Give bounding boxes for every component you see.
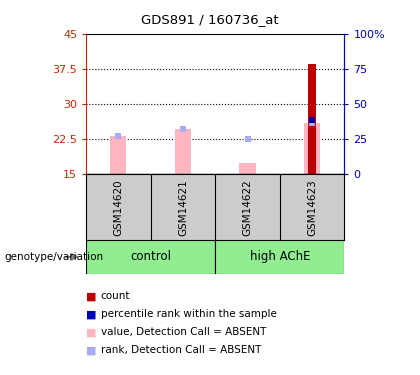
Text: rank, Detection Call = ABSENT: rank, Detection Call = ABSENT xyxy=(101,345,261,355)
Text: GSM14622: GSM14622 xyxy=(242,179,252,236)
Bar xyxy=(175,129,191,174)
Text: GSM14620: GSM14620 xyxy=(113,179,123,236)
Text: GSM14623: GSM14623 xyxy=(307,179,317,236)
Text: ■: ■ xyxy=(86,309,97,319)
Text: count: count xyxy=(101,291,130,301)
Text: ■: ■ xyxy=(86,291,97,301)
Bar xyxy=(308,64,316,174)
Bar xyxy=(304,123,320,174)
Text: high AChE: high AChE xyxy=(249,251,310,263)
Text: genotype/variation: genotype/variation xyxy=(4,252,103,262)
Bar xyxy=(86,240,215,274)
Text: ■: ■ xyxy=(86,345,97,355)
Text: GSM14621: GSM14621 xyxy=(178,179,188,236)
Bar xyxy=(239,163,256,174)
Text: control: control xyxy=(130,251,171,263)
Text: value, Detection Call = ABSENT: value, Detection Call = ABSENT xyxy=(101,327,266,337)
Text: percentile rank within the sample: percentile rank within the sample xyxy=(101,309,277,319)
Bar xyxy=(110,136,126,174)
Text: ■: ■ xyxy=(86,327,97,337)
Text: GDS891 / 160736_at: GDS891 / 160736_at xyxy=(141,13,279,26)
Bar xyxy=(215,240,344,274)
